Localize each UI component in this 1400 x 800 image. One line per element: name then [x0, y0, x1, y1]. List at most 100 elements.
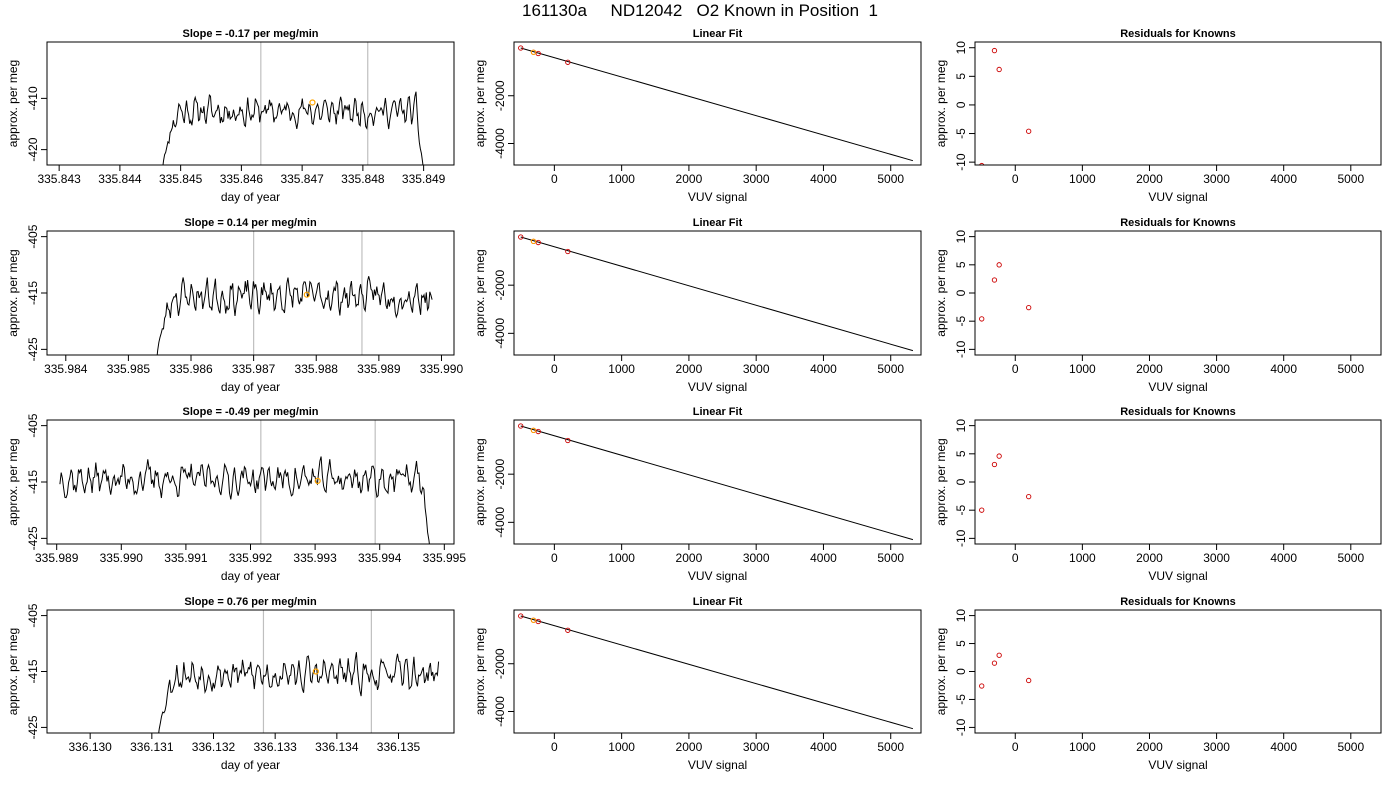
- x-axis-label: day of year: [221, 190, 280, 204]
- x-tick-label: 4000: [810, 551, 837, 565]
- x-tick-label: 3000: [743, 740, 770, 754]
- y-axis-label: approx. per meg: [934, 438, 948, 525]
- x-tick-label: 335.995: [423, 551, 467, 565]
- x-tick-label: 335.986: [169, 362, 213, 376]
- x-tick-label: 336.135: [377, 740, 421, 754]
- y-axis-label: approx. per meg: [6, 249, 20, 336]
- y-tick-label: 5: [954, 450, 968, 457]
- y-tick-label: -4000: [493, 318, 507, 349]
- plot-frame: [974, 419, 1382, 545]
- x-tick-label: 4000: [1270, 362, 1297, 376]
- fit-line: [520, 236, 914, 352]
- highlight-point: [530, 427, 537, 434]
- panel-r3-slope: Slope = -0.49 per meg/min 335.989 335.990 3…: [6, 406, 466, 583]
- plot-area: [518, 234, 914, 352]
- x-tick-label: 335.994: [358, 551, 402, 565]
- x-tick-label: 5000: [1337, 172, 1364, 186]
- y-tick-label: -420: [26, 137, 40, 161]
- y-tick-label: 10: [954, 230, 968, 244]
- y-tick-label: 10: [954, 609, 968, 623]
- x-tick-label: 335.989: [35, 551, 79, 565]
- x-tick-label: 335.989: [357, 362, 401, 376]
- plot-frame: [513, 419, 922, 545]
- y-tick-label: 10: [954, 41, 968, 55]
- data-trace: [156, 276, 433, 355]
- x-tick-label: 1000: [1069, 172, 1096, 186]
- x-tick-label: 2000: [1136, 551, 1163, 565]
- y-tick-label: 0: [954, 478, 968, 485]
- plot-frame: [974, 230, 1382, 356]
- data-point: [979, 507, 985, 513]
- y-axis-label: approx. per meg: [6, 60, 20, 147]
- x-axis-label: VUV signal: [688, 758, 747, 772]
- x-tick-label: 3000: [1203, 551, 1230, 565]
- panel-r3-fit: Linear Fit 0 1000 2000 3000 4000 5000 -2000 -400…: [473, 406, 922, 583]
- x-tick-label: 4000: [810, 172, 837, 186]
- plot-frame: [46, 230, 455, 356]
- y-tick-label: 0: [954, 101, 968, 108]
- x-tick-label: 2000: [676, 740, 703, 754]
- x-tick-label: 2000: [676, 172, 703, 186]
- x-tick-label: 2000: [1136, 172, 1163, 186]
- y-tick-label: 10: [954, 419, 968, 433]
- y-axis-label: approx. per meg: [934, 249, 948, 336]
- y-tick-label: -425: [26, 526, 40, 550]
- x-tick-label: 2000: [1136, 362, 1163, 376]
- y-tick-label: -405: [26, 224, 40, 248]
- y-axis-label: approx. per meg: [473, 60, 487, 147]
- plot-area: [518, 45, 914, 162]
- panel-r2-fit: Linear Fit 0 1000 2000 3000 4000 5000 -2000 -400…: [473, 217, 922, 394]
- highlight-point: [530, 238, 537, 245]
- x-tick-label: 335.990: [100, 551, 144, 565]
- x-tick-label: 5000: [877, 740, 904, 754]
- plot-frame: [513, 230, 922, 356]
- panel-title: Linear Fit: [693, 217, 743, 229]
- y-tick-label: -415: [26, 470, 40, 494]
- x-tick-label: 4000: [810, 362, 837, 376]
- panel-title: Slope = -0.49 per meg/min: [182, 406, 318, 418]
- y-tick-label: -4000: [493, 696, 507, 727]
- panel-r2-slope: Slope = 0.14 per meg/min 335.984 335.985 33…: [6, 217, 463, 394]
- y-tick-label: -5: [954, 316, 968, 327]
- x-tick-label: 0: [551, 551, 558, 565]
- y-tick-label: -415: [26, 659, 40, 683]
- y-tick-label: -10: [954, 340, 968, 358]
- data-point: [996, 262, 1002, 268]
- x-axis-label: VUV signal: [1148, 569, 1207, 583]
- data-trace: [162, 91, 424, 165]
- y-tick-label: -5: [954, 128, 968, 139]
- x-axis-label: day of year: [221, 380, 280, 394]
- y-tick-label: -425: [26, 337, 40, 361]
- x-tick-label: 1000: [608, 740, 635, 754]
- x-tick-label: 1000: [1069, 740, 1096, 754]
- x-tick-label: 5000: [1337, 362, 1364, 376]
- panel-title: Residuals for Knowns: [1120, 406, 1236, 418]
- y-tick-label: -405: [26, 603, 40, 627]
- x-tick-label: 1000: [1069, 362, 1096, 376]
- plot-frame: [513, 609, 922, 734]
- data-point: [979, 316, 985, 322]
- panel-r1-slope: Slope = -0.17 per meg/min 335.843 335.844 3…: [6, 28, 455, 204]
- x-tick-label: 4000: [810, 740, 837, 754]
- plot-area: [979, 262, 1032, 322]
- data-point: [565, 437, 571, 444]
- panel-r1-resid: Residuals for Knowns 0 1000 2000 3000 4000 500…: [934, 28, 1382, 204]
- x-tick-label: 336.131: [130, 740, 174, 754]
- x-axis-label: VUV signal: [1148, 380, 1207, 394]
- plot-frame: [46, 41, 455, 166]
- plot-area: [59, 420, 430, 544]
- fit-line: [520, 47, 914, 162]
- x-tick-label: 1000: [608, 172, 635, 186]
- x-tick-label: 335.843: [37, 172, 81, 186]
- x-tick-label: 0: [1012, 740, 1019, 754]
- data-point: [518, 234, 524, 240]
- fit-line: [520, 425, 914, 541]
- data-point: [1026, 305, 1032, 311]
- x-tick-label: 0: [1012, 172, 1019, 186]
- x-tick-label: 335.990: [420, 362, 464, 376]
- y-tick-label: -405: [26, 413, 40, 437]
- panel-title: Residuals for Knowns: [1120, 28, 1236, 40]
- x-axis-label: VUV signal: [688, 569, 747, 583]
- plot-area: [979, 652, 1032, 689]
- x-tick-label: 0: [551, 362, 558, 376]
